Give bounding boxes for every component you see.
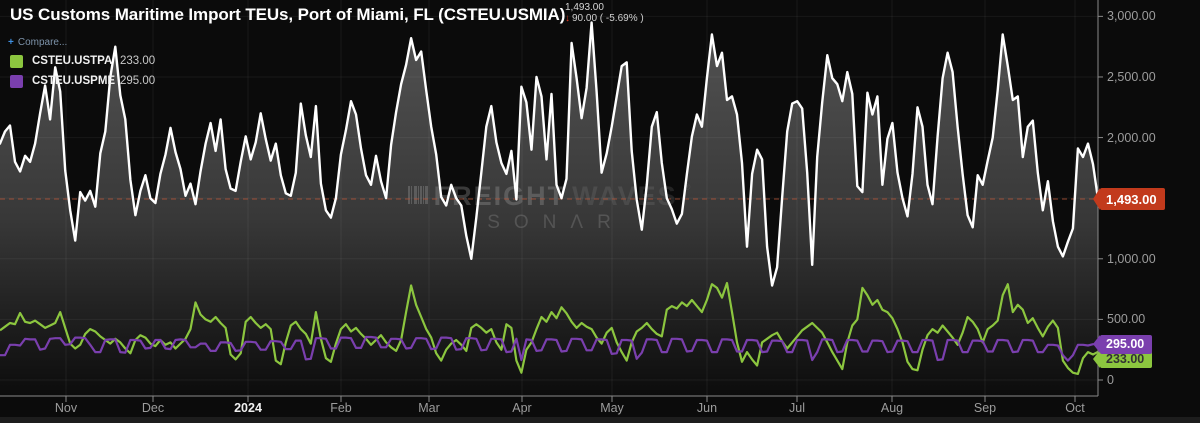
y-axis-label: 500.00 <box>1107 312 1146 327</box>
x-axis-label: Jun <box>696 401 718 415</box>
x-axis-label: May <box>600 401 624 415</box>
y-axis-label: 3,000.00 <box>1107 9 1156 24</box>
y-axis-label: 2,500.00 <box>1107 69 1156 84</box>
price-badge-usmia: 1,493.00 <box>1100 188 1165 211</box>
chart-plot-area[interactable] <box>0 0 1098 396</box>
x-axis-label: Jul <box>789 401 805 415</box>
x-axis-label: Nov <box>54 401 78 415</box>
legend-value: 233.00 <box>120 55 156 67</box>
timeline-scrollbar[interactable] <box>0 417 1200 423</box>
compare-button[interactable]: + Compare... <box>8 37 67 48</box>
compare-label: Compare... <box>17 37 68 48</box>
legend: CSTEU.USTPA 233.00 CSTEU.USPME 295.00 <box>10 52 155 92</box>
chart-header: US Customs Maritime Import TEUs, Port of… <box>10 5 565 25</box>
y-axis-label: 1,000.00 <box>1107 251 1156 266</box>
x-axis-label: Oct <box>1065 401 1085 415</box>
chart-title: US Customs Maritime Import TEUs, Port of… <box>10 5 566 24</box>
legend-value: 295.00 <box>120 75 156 87</box>
last-value-stat: 1,493.00 ↓ 90.00 ( -5.69% ) <box>565 2 644 24</box>
x-axis-label: 2024 <box>234 401 262 415</box>
plus-icon: + <box>8 37 14 48</box>
legend-item-ustpa[interactable]: CSTEU.USTPA 233.00 <box>10 52 155 70</box>
change-text: 90.00 ( -5.69% ) <box>572 12 644 24</box>
x-axis-label: Dec <box>141 401 165 415</box>
legend-symbol: CSTEU.USPME <box>32 75 116 87</box>
x-axis-label: Sep <box>973 401 997 415</box>
uspme-swatch-icon <box>10 74 23 88</box>
y-axis-label: 0 <box>1107 373 1114 387</box>
ustpa-swatch-icon <box>10 54 23 68</box>
x-axis-label: Aug <box>880 401 904 415</box>
x-axis-label: Apr <box>512 401 532 415</box>
price-badge-ustpa: 233.00 <box>1100 349 1153 369</box>
down-arrow-icon: ↓ <box>565 12 570 24</box>
legend-item-uspme[interactable]: CSTEU.USPME 295.00 <box>10 72 155 90</box>
x-axis-label: Mar <box>418 401 440 415</box>
x-axis-label: Feb <box>330 401 352 415</box>
last-value: 1,493.00 <box>565 2 604 13</box>
price-badge-uspme: 295.00 <box>1100 334 1153 354</box>
legend-symbol: CSTEU.USTPA <box>32 55 113 67</box>
y-axis-label: 2,000.00 <box>1107 130 1156 145</box>
